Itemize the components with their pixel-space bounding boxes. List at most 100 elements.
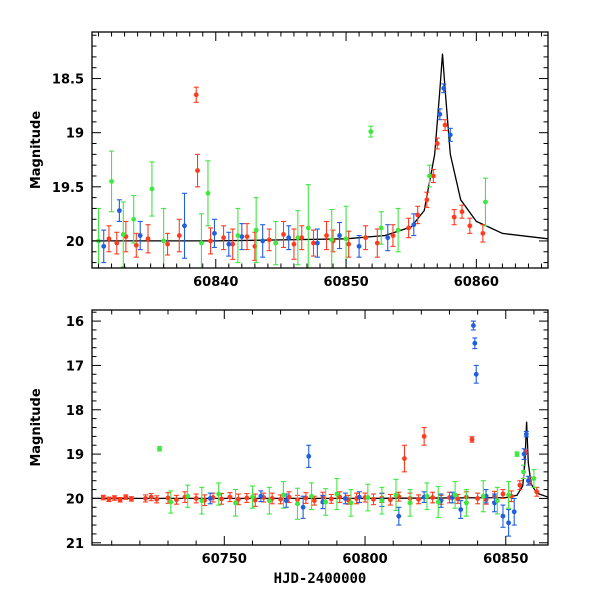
green-data-point [407, 489, 413, 517]
red-data-point [266, 228, 272, 252]
green-data-point [249, 485, 255, 509]
green-data-point [131, 194, 137, 244]
red-data-point [363, 225, 369, 251]
plot-frame [91, 31, 549, 269]
green-data-point [368, 125, 374, 138]
red-data-point [193, 493, 199, 504]
y-tick-label: 21 [66, 537, 84, 552]
green-data-point [273, 220, 279, 266]
green-data-point [494, 486, 500, 515]
plot-frame [91, 309, 549, 546]
red-data-point [117, 497, 123, 503]
red-data-point [278, 494, 284, 505]
green-data-point [424, 482, 430, 511]
blue-data-point [396, 506, 402, 526]
green-data-point [348, 489, 354, 517]
green-data-point [294, 487, 300, 520]
red-data-point [221, 225, 227, 251]
blue-data-point [472, 337, 478, 350]
red-data-point [123, 494, 129, 500]
blue-data-point [306, 444, 312, 468]
blue-data-point [239, 223, 245, 251]
x-tick-label: 60800 [342, 552, 387, 567]
red-data-point [311, 495, 317, 506]
green-data-point [96, 207, 102, 269]
red-data-point [100, 494, 106, 501]
red-data-point [291, 228, 297, 260]
y-tick-label: 18.5 [52, 73, 84, 88]
green-data-point [343, 205, 349, 269]
blue-data-point [437, 108, 443, 121]
red-data-point [244, 223, 250, 251]
red-data-point [218, 493, 224, 505]
blue-data-point [356, 234, 362, 258]
y-tick-label: 17 [66, 359, 84, 374]
red-data-point [415, 205, 421, 225]
green-data-point [309, 482, 315, 511]
red-data-point [451, 208, 457, 226]
red-data-point [173, 494, 179, 505]
green-data-point [365, 483, 371, 512]
x-tick-label: 60850 [323, 275, 368, 290]
green-data-point [395, 207, 401, 253]
red-data-point [416, 494, 422, 505]
tick-labels: 60840 60850 60860 18.5 19 19.5 20 [52, 73, 499, 290]
red-data-point [374, 228, 380, 258]
red-data-point [517, 480, 523, 491]
axis-ticks [92, 32, 548, 268]
red-data-point [346, 230, 352, 258]
red-data-point [281, 220, 287, 248]
green-data-point [480, 480, 486, 513]
green-data-point [531, 469, 537, 488]
green-data-point [205, 160, 211, 227]
blue-data-point [137, 220, 143, 251]
green-data-point [452, 481, 458, 509]
blue-data-point [342, 492, 348, 505]
green-data-point [216, 482, 222, 506]
red-data-point [252, 493, 258, 507]
blue-data-point [449, 491, 455, 504]
red-data-point [244, 493, 250, 503]
y-axis-label: Magnitude [29, 388, 44, 467]
red-data-point [133, 232, 139, 258]
red-data-point [230, 228, 236, 260]
green-data-point [463, 489, 469, 517]
blue-data-point [258, 490, 264, 503]
red-data-point [176, 218, 182, 253]
data-points [100, 320, 540, 537]
red-data-point [459, 204, 465, 219]
green-data-point [329, 208, 335, 269]
red-data-point [387, 493, 393, 506]
red-data-point [114, 231, 120, 255]
blue-data-point [337, 221, 343, 250]
y-axis-label: Magnitude [29, 111, 44, 190]
y-tick-label: 20 [66, 492, 84, 507]
green-data-point [378, 211, 384, 245]
green-data-point [426, 164, 432, 188]
blue-data-point [470, 320, 476, 331]
green-data-point [199, 486, 205, 515]
blue-data-point [473, 364, 479, 384]
green-data-point [514, 451, 520, 457]
red-data-point [370, 493, 376, 506]
x-tick-label: 60840 [193, 275, 238, 290]
red-data-point [424, 191, 430, 208]
y-tick-label: 18 [66, 404, 84, 419]
blue-data-point [521, 448, 527, 460]
blue-data-point [101, 229, 107, 264]
blue-data-point [314, 228, 320, 258]
x-tick-label: 60860 [454, 275, 499, 290]
red-data-point [106, 225, 112, 253]
red-data-point [337, 491, 343, 503]
blue-data-point [182, 192, 188, 259]
red-data-point [154, 495, 160, 504]
blue-data-point [283, 493, 289, 508]
green-data-point [334, 477, 340, 511]
red-data-point [193, 86, 199, 103]
blue-data-point [506, 508, 512, 537]
data-points [96, 83, 488, 269]
model-curve [92, 53, 549, 242]
blue-data-point [411, 213, 417, 237]
blue-data-point [226, 231, 232, 257]
